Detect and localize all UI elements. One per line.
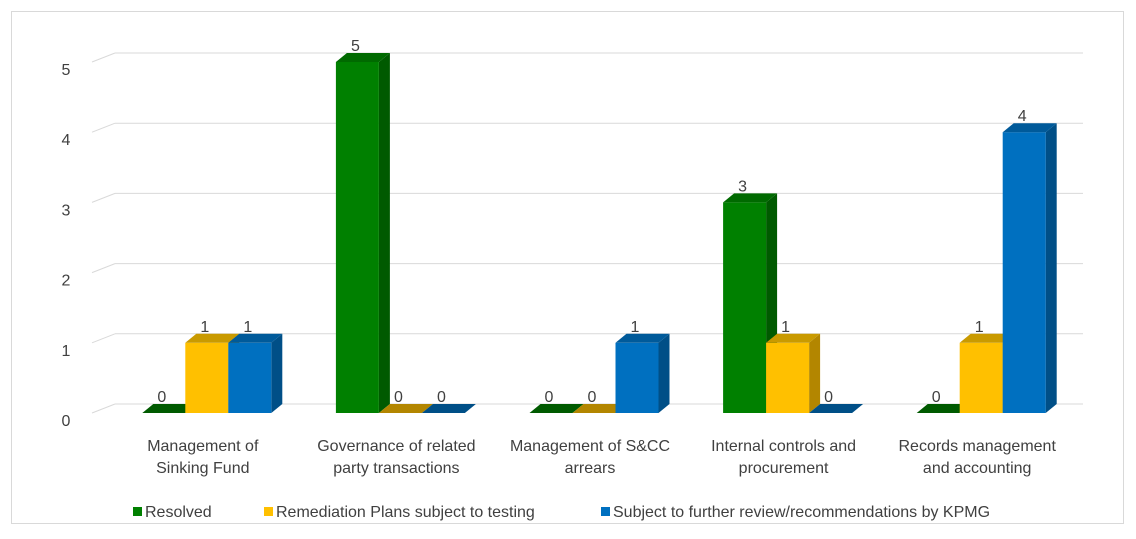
bar: 4 [1002,108,1057,413]
data-label: 5 [351,38,360,55]
bar-top [228,333,283,343]
gridline-depth [91,52,116,63]
bar-front [185,342,229,413]
bar-top [185,333,240,343]
legend-label: Remediation Plans subject to testing [276,504,535,521]
bar: 0 [142,389,197,413]
data-label: 0 [545,389,554,406]
x-axis: Management of Sinking Fund Governance of r… [147,438,1056,477]
bar: 0 [809,389,864,413]
bar: 0 [421,389,476,413]
x-tick-label: party transactions [333,460,459,477]
chart-border [11,11,1124,524]
bar-top [335,53,390,62]
bar: 0 [572,389,627,413]
bar-side [658,333,670,413]
x-tick-label: Sinking Fund [156,460,249,477]
plot-area: 0 1 1 5 0 0 0 0 1 3 1 0 0 1 4 [142,38,1057,413]
gridline-depth [91,403,116,414]
data-label: 0 [824,389,833,406]
bar: 1 [766,319,821,413]
bar-top [615,333,670,343]
bar-front [959,342,1003,413]
y-tick-label: 1 [62,343,71,360]
y-tick-label: 0 [62,413,71,430]
data-label: 0 [437,389,446,406]
legend-swatch [601,507,610,516]
data-label: 4 [1018,108,1027,125]
y-tick-label: 4 [62,132,71,149]
gridline-depth [91,333,116,344]
bar: 1 [615,319,670,413]
bar: 1 [228,319,283,413]
bar-side [271,333,283,413]
legend-item: Resolved [133,504,212,521]
data-label: 0 [394,389,403,406]
bar-top [529,404,584,413]
y-tick-label: 5 [62,62,71,79]
bar: 5 [335,38,390,413]
bar-side [809,333,821,413]
legend: Resolved Remediation Plans subject to tes… [133,504,990,521]
x-tick-label: arrears [565,460,616,477]
legend-swatch [133,507,142,516]
bar-top [916,404,971,413]
x-tick-label: Records management [898,438,1056,455]
x-tick-label: Management of [147,438,259,455]
bar-top [572,404,627,413]
data-label: 1 [243,319,252,336]
bar-top [378,404,433,413]
data-label: 0 [157,389,166,406]
data-label: 1 [975,319,984,336]
bar-front [723,202,767,413]
bar-front [228,342,272,413]
y-tick-label: 2 [62,273,71,290]
x-tick-label: procurement [739,460,829,477]
gridline-depth [91,192,116,203]
legend-item: Subject to further review/recommendation… [601,504,990,521]
bar-side [1045,123,1057,413]
bar-front [335,62,379,413]
bar-top [1002,123,1057,133]
bar-front [766,342,810,413]
x-tick-label: Management of S&CC [510,438,670,455]
bar-top [766,333,821,343]
gridline-depth [91,263,116,274]
y-tick-label: 3 [62,202,71,219]
legend-swatch [264,507,273,516]
legend-item: Remediation Plans subject to testing [264,504,535,521]
bar: 0 [916,389,971,413]
x-tick-label: Internal controls and [711,438,856,455]
bar-side [378,53,390,413]
bar-front [615,342,659,413]
bar: 0 [529,389,584,413]
y-axis: 0 1 2 3 4 5 [62,62,71,430]
data-label: 1 [200,319,209,336]
x-tick-label: Governance of related [317,438,475,455]
legend-label: Subject to further review/recommendation… [613,504,990,521]
legend-label: Resolved [145,504,212,521]
data-label: 1 [781,319,790,336]
bar-top [809,404,864,413]
data-label: 3 [738,178,747,195]
bar-front [1002,132,1046,413]
bar-top [959,333,1014,343]
data-label: 0 [588,389,597,406]
bar-top [723,193,778,203]
bar: 0 [378,389,433,413]
x-tick-label: and accounting [923,460,1032,477]
data-label: 1 [631,319,640,336]
bar-top [142,404,197,413]
data-label: 0 [932,389,941,406]
bar-top [421,404,476,413]
gridline-depth [91,122,116,133]
